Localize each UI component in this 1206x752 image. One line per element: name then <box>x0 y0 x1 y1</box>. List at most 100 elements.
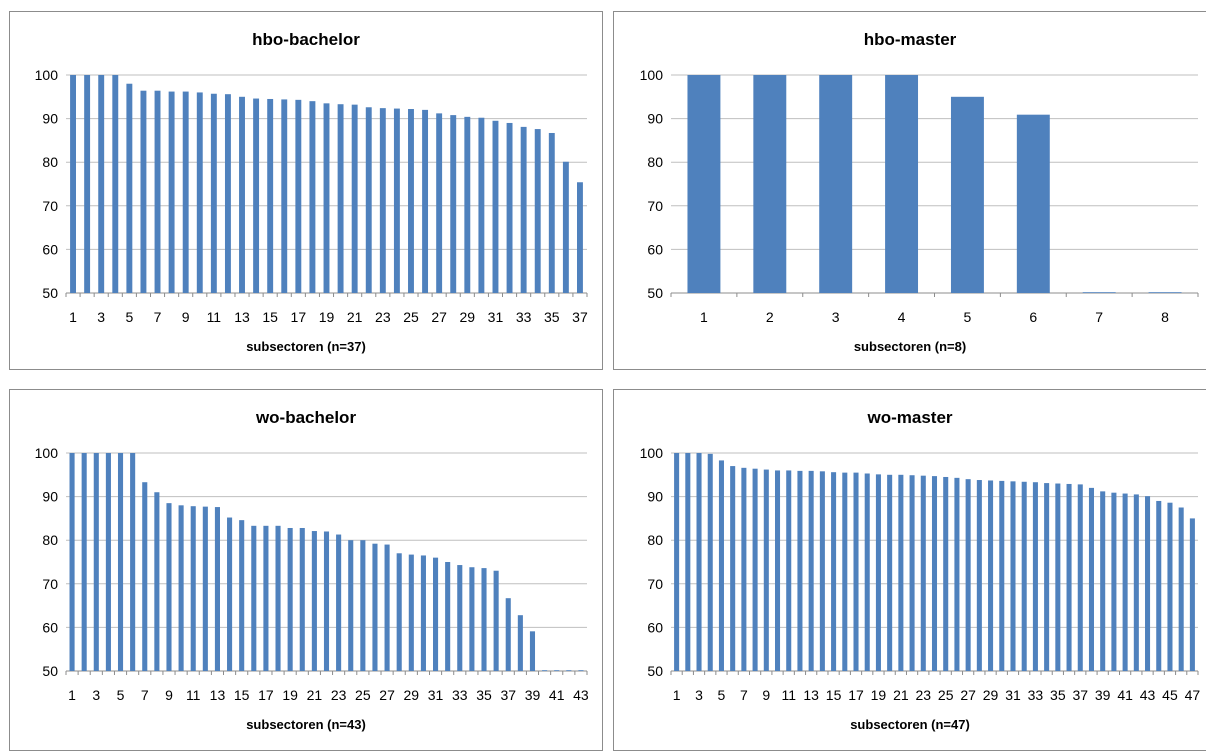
bar <box>999 480 1005 671</box>
bar <box>436 113 443 293</box>
x-tick-label: 19 <box>319 309 335 325</box>
x-tick-label: 3 <box>92 687 100 703</box>
bar <box>687 75 721 293</box>
bar <box>239 520 245 671</box>
x-tick-label: 29 <box>460 309 476 325</box>
bar <box>422 109 429 293</box>
x-tick-label: 9 <box>182 309 190 325</box>
x-tick-label: 41 <box>1117 687 1133 703</box>
x-tick-label: 37 <box>572 309 588 325</box>
chart-plot: 50 60 70 80 90 100 1 2 3 4 5 6 7 8 <box>640 67 1199 325</box>
bar <box>251 525 257 671</box>
x-tick-label: 27 <box>960 687 976 703</box>
bar <box>154 90 161 293</box>
x-tick-label: 25 <box>403 309 419 325</box>
y-tick-label: 100 <box>640 67 664 83</box>
x-tick-label: 11 <box>781 687 796 703</box>
bar <box>224 94 231 294</box>
bar <box>1088 487 1095 671</box>
x-tick-label: 27 <box>379 687 395 703</box>
bar <box>943 476 949 671</box>
x-tick-label: 13 <box>234 309 250 325</box>
bar <box>898 474 904 671</box>
x-tick-label: 21 <box>893 687 909 703</box>
y-tick-label: 100 <box>35 67 59 83</box>
x-tick-label: 23 <box>915 687 931 703</box>
bar <box>875 474 881 671</box>
y-tick-label: 80 <box>42 154 58 170</box>
bar <box>105 453 111 671</box>
bar <box>548 132 555 293</box>
bar <box>464 116 471 293</box>
bar <box>98 75 105 293</box>
x-tick-label: 19 <box>871 687 887 703</box>
chart-hbo-bachelor: hbo-bachelor 50 60 70 80 90 100 1 3 5 7 9 11 13 15 17 1… <box>9 11 603 370</box>
bar <box>287 527 293 671</box>
x-tick-label: 8 <box>1161 309 1169 325</box>
bar <box>93 453 99 671</box>
bar <box>275 525 281 671</box>
bar <box>140 90 147 293</box>
y-tick-label: 70 <box>647 576 663 592</box>
x-axis-label: subsectoren (n=8) <box>853 339 967 354</box>
bar <box>311 531 317 671</box>
bar <box>1010 481 1016 671</box>
bar <box>954 477 960 671</box>
x-tick-label: 17 <box>291 309 307 325</box>
x-tick-label: 6 <box>1029 309 1037 325</box>
bar <box>1055 483 1061 671</box>
bar <box>154 492 160 671</box>
x-axis-label: subsectoren (n=37) <box>246 339 366 354</box>
bar <box>202 506 208 671</box>
x-tick-label: 3 <box>97 309 105 325</box>
y-tick-label: 50 <box>647 663 663 679</box>
y-tick-label: 70 <box>647 198 663 214</box>
x-tick-label: 45 <box>1162 687 1178 703</box>
bar <box>1167 502 1173 671</box>
bar <box>1032 482 1038 671</box>
bar <box>1111 492 1117 671</box>
bar <box>299 527 305 671</box>
bar <box>831 472 837 671</box>
bar <box>481 568 487 671</box>
y-tick-label: 90 <box>647 111 663 127</box>
bar <box>70 75 76 293</box>
bar <box>730 466 736 671</box>
chart-title: hbo-bachelor <box>252 30 360 49</box>
x-tick-label: 1 <box>69 309 77 325</box>
x-tick-label: 1 <box>68 687 76 703</box>
y-tick-label: 90 <box>42 111 58 127</box>
bar <box>166 503 172 671</box>
bar <box>263 525 269 671</box>
y-tick-label: 50 <box>42 663 58 679</box>
bar <box>379 108 386 293</box>
bar <box>685 453 691 671</box>
bar <box>774 470 781 671</box>
bar <box>554 670 560 671</box>
bar <box>281 99 288 293</box>
bar <box>445 562 451 671</box>
bar <box>182 91 189 294</box>
bar <box>1082 292 1116 293</box>
bar <box>227 517 233 671</box>
x-tick-label: 25 <box>355 687 371 703</box>
x-tick-label: 3 <box>695 687 703 703</box>
x-tick-label: 29 <box>983 687 999 703</box>
bar <box>337 104 344 293</box>
x-tick-label: 39 <box>525 687 541 703</box>
bar <box>718 460 724 671</box>
x-tick-label: 23 <box>331 687 347 703</box>
x-tick-label: 31 <box>488 309 504 325</box>
bar <box>112 75 119 293</box>
y-tick-label: 100 <box>35 445 59 461</box>
bar <box>786 470 792 671</box>
x-tick-label: 7 <box>740 687 748 703</box>
bar <box>253 98 260 293</box>
bar <box>1133 494 1139 671</box>
chart-title: wo-master <box>867 408 953 427</box>
x-tick-label: 9 <box>762 687 770 703</box>
bar <box>534 129 541 293</box>
bar <box>707 453 713 671</box>
chart-title: wo-bachelor <box>255 408 357 427</box>
bar <box>365 107 372 293</box>
